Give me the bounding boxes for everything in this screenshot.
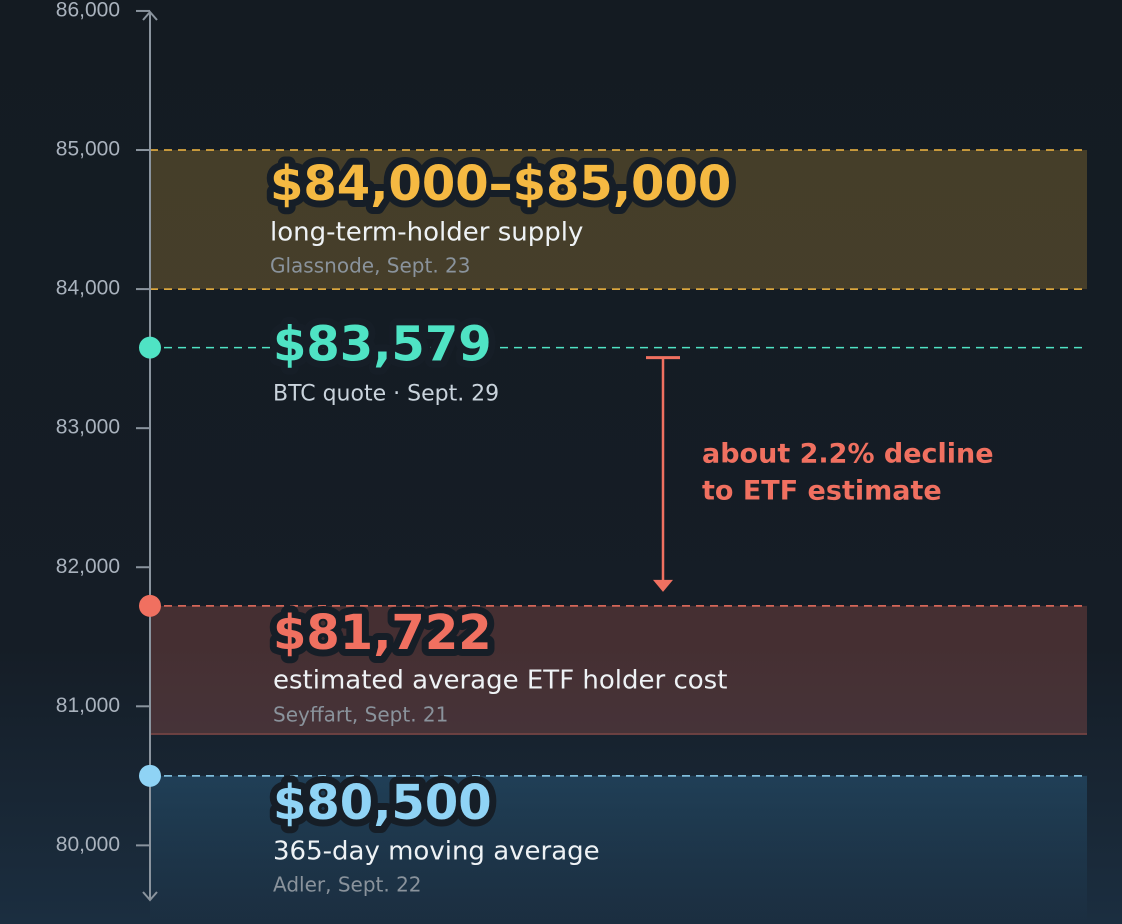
level-dot [139, 594, 161, 617]
annotation-head [653, 579, 673, 592]
level-name: estimated average ETF holder cost [273, 665, 727, 695]
level-dot [139, 764, 161, 787]
y-tick-label: 84,000 [56, 277, 120, 300]
level-source: Seyffart, Sept. 21 [273, 702, 448, 726]
value-label: $81,722 [273, 605, 492, 661]
y-tick-label: 83,000 [56, 416, 120, 439]
y-tick-label: 85,000 [56, 138, 120, 161]
band [150, 150, 1087, 290]
annotation-text: to ETF estimate [702, 476, 942, 507]
axis-arrow [142, 891, 158, 902]
level-name: BTC quote · Sept. 29 [273, 382, 499, 407]
plot: 80,000 81,000 82,000 83,000 84,000 85,000 86,0… [56, 0, 1087, 924]
level-source: Adler, Sept. 22 [273, 872, 422, 896]
level-dot [139, 336, 161, 359]
value-label: $84,000–$85,000 [270, 156, 731, 212]
y-tick-label: 82,000 [56, 555, 120, 578]
axis-arrow [142, 10, 158, 21]
glow [150, 775, 1087, 924]
level-name: 365-day moving average [273, 836, 600, 866]
y-tick-label: 86,000 [56, 0, 120, 22]
band [150, 605, 1087, 735]
annotation-text: about 2.2% decline [702, 439, 994, 470]
level-source: Glassnode, Sept. 23 [270, 254, 470, 278]
value-label: $80,500 [273, 775, 492, 831]
value-label: $83,579 [273, 317, 492, 373]
y-tick-label: 81,000 [56, 694, 120, 717]
y-tick-label: 80,000 [56, 833, 120, 856]
level-name: long-term-holder supply [270, 218, 583, 248]
